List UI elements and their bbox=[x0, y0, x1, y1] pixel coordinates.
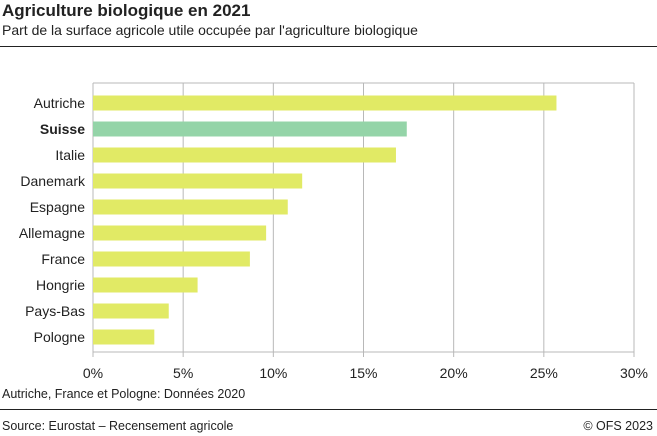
category-label: France bbox=[41, 251, 85, 267]
x-tick-label: 5% bbox=[173, 365, 193, 381]
x-tick-label: 20% bbox=[440, 365, 468, 381]
x-tick-label: 30% bbox=[620, 365, 648, 381]
category-label: Pays-Bas bbox=[25, 303, 85, 319]
x-tick-label: 15% bbox=[349, 365, 377, 381]
bar-espagne bbox=[93, 199, 288, 215]
category-label: Allemagne bbox=[19, 225, 85, 241]
category-label: Suisse bbox=[40, 121, 85, 137]
bar-suisse bbox=[93, 121, 407, 137]
top-divider bbox=[0, 46, 657, 47]
category-label: Espagne bbox=[30, 199, 85, 215]
source-text: Source: Eurostat – Recensement agricole bbox=[2, 419, 234, 433]
bar-hongrie bbox=[93, 277, 198, 293]
bar-pays-bas bbox=[93, 303, 169, 319]
category-label: Italie bbox=[55, 147, 85, 163]
x-tick-label: 25% bbox=[530, 365, 558, 381]
category-label: Danemark bbox=[20, 173, 86, 189]
bar-allemagne bbox=[93, 225, 267, 241]
chart-note: Autriche, France et Pologne: Données 202… bbox=[2, 387, 246, 401]
category-label: Autriche bbox=[34, 95, 86, 111]
x-tick-label: 0% bbox=[83, 365, 103, 381]
bar-pologne bbox=[93, 329, 155, 345]
bottom-divider bbox=[0, 409, 657, 410]
copyright-text: © OFS 2023 bbox=[583, 419, 653, 433]
bar-italie bbox=[93, 147, 396, 163]
bar-danemark bbox=[93, 173, 303, 189]
bar-autriche bbox=[93, 95, 557, 111]
chart-title: Agriculture biologique en 2021 bbox=[2, 1, 251, 20]
x-tick-label: 10% bbox=[259, 365, 287, 381]
bar-france bbox=[93, 251, 250, 267]
category-label: Pologne bbox=[34, 329, 86, 345]
category-label: Hongrie bbox=[36, 277, 85, 293]
chart-subtitle: Part de la surface agricole utile occupé… bbox=[2, 22, 418, 38]
